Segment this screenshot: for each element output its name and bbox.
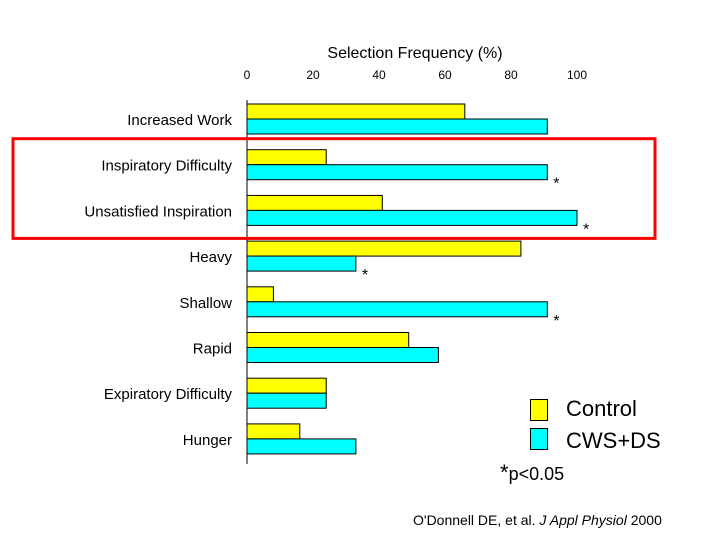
- category-label: Hunger: [183, 432, 232, 449]
- significance-note: *p<0.05: [500, 460, 564, 486]
- x-tick-label: 80: [504, 68, 518, 82]
- category-label: Inspiratory Difficulty: [101, 158, 232, 175]
- x-axis-ticks: 0 20 40 60 80 100: [244, 68, 588, 82]
- legend-swatch-control: [530, 399, 548, 421]
- x-tick-label: 40: [372, 68, 386, 82]
- bar-control: [246, 377, 327, 394]
- significance-star: *: [583, 221, 589, 238]
- bar-cws-ds: [246, 438, 357, 455]
- legend-swatch-cws-ds: [530, 428, 548, 450]
- bar-control: [246, 149, 327, 166]
- significance-markers: * * * *: [362, 176, 589, 330]
- legend-label-cws-ds: CWS+DS: [566, 428, 661, 453]
- category-label: Rapid: [193, 341, 232, 358]
- chart-title: Selection Frequency (%): [327, 45, 502, 62]
- category-label: Expiratory Difficulty: [104, 386, 233, 403]
- citation-authors: O'Donnell DE, et al.: [413, 512, 540, 528]
- category-label: Increased Work: [127, 112, 232, 129]
- category-label: Heavy: [189, 249, 232, 266]
- x-tick-label: 60: [438, 68, 452, 82]
- bar-control: [246, 332, 410, 348]
- bar-cws-ds: [246, 301, 548, 318]
- significance-star: *: [553, 176, 559, 193]
- legend-label-control: Control: [566, 396, 637, 421]
- citation: O'Donnell DE, et al. J Appl Physiol 2000: [413, 512, 662, 528]
- x-tick-label: 100: [567, 68, 587, 82]
- category-label: Shallow: [179, 295, 232, 312]
- bar-cws-ds: [246, 255, 357, 272]
- bar-cws-ds: [246, 347, 439, 363]
- highlight-box: [11, 137, 657, 240]
- significance-note-star: *: [500, 460, 509, 485]
- category-label: Unsatisfied Inspiration: [84, 203, 232, 220]
- bar-control: [246, 240, 522, 257]
- x-tick-label: 20: [306, 68, 320, 82]
- bar-control: [246, 103, 466, 120]
- bar-control: [246, 194, 383, 211]
- significance-star: *: [362, 267, 368, 284]
- bar-control: [246, 423, 301, 440]
- bar-cws-ds: [246, 118, 548, 135]
- citation-year: 2000: [626, 512, 662, 528]
- bar-control: [246, 286, 274, 303]
- bar-cws-ds: [246, 164, 548, 181]
- significance-star: *: [553, 313, 559, 330]
- bars: [246, 103, 578, 455]
- bar-cws-ds: [246, 392, 327, 409]
- significance-note-text: p<0.05: [508, 464, 565, 484]
- bar-cws-ds: [246, 209, 578, 226]
- category-labels: Increased Work Inspiratory Difficulty Unsa…: [84, 112, 232, 449]
- x-tick-label: 0: [244, 68, 251, 82]
- citation-journal: J Appl Physiol: [539, 512, 627, 528]
